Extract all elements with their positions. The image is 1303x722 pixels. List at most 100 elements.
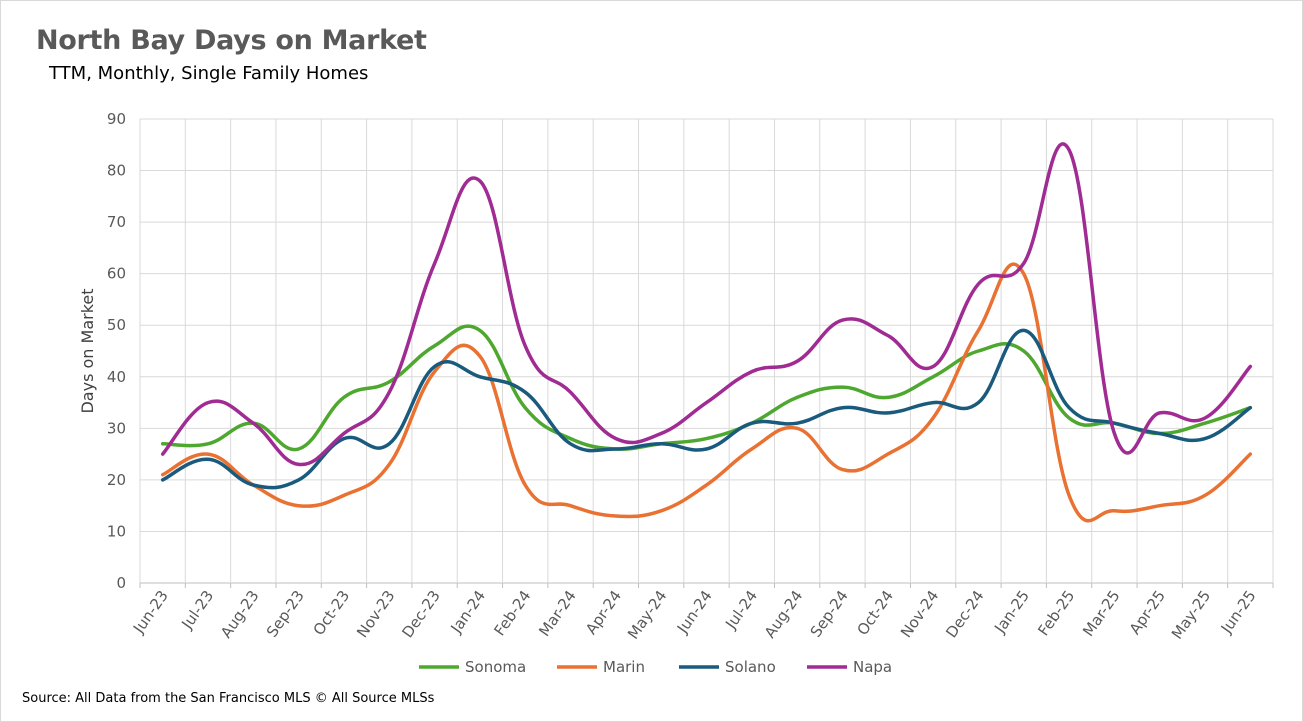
data-point-sonoma	[886, 396, 890, 400]
y-tick-label: 80	[107, 162, 126, 180]
data-point-solano	[206, 457, 210, 461]
data-point-solano	[252, 483, 256, 487]
y-axis-ticks: 0 10 20 30 40 50 60 70 80 90	[107, 110, 126, 592]
data-point-solano	[1249, 406, 1253, 410]
data-point-sonoma	[387, 380, 391, 384]
x-tick-label: Aug-24	[761, 587, 807, 641]
data-point-sonoma	[1203, 421, 1207, 425]
y-tick-label: 70	[107, 213, 126, 231]
data-point-napa	[795, 360, 799, 364]
chart-title: North Bay Days on Market	[36, 25, 427, 56]
x-tick-label: Feb-24	[490, 587, 534, 639]
x-tick-label: Dec-23	[398, 587, 443, 641]
data-point-solano	[161, 478, 165, 482]
data-point-napa	[478, 179, 482, 183]
data-point-marin	[297, 504, 301, 508]
x-tick-label: Feb-25	[1034, 587, 1078, 639]
data-point-solano	[342, 437, 346, 441]
legend: Sonoma Marin Solano Napa	[419, 658, 892, 676]
data-point-sonoma	[523, 406, 527, 410]
legend-label-sonoma: Sonoma	[465, 658, 526, 676]
series-line-sonoma	[160, 324, 1253, 452]
y-tick-label: 20	[107, 471, 126, 489]
data-point-marin	[977, 329, 981, 333]
legend-label-napa: Napa	[853, 658, 892, 676]
x-tick-label: Jan-25	[990, 587, 1033, 637]
data-point-napa	[750, 370, 754, 374]
data-point-sonoma	[569, 437, 573, 441]
x-axis-ticks: Jun-23 Jul-23 Aug-23 Sep-23 Oct-23 Nov-23 Dec-…	[129, 587, 1259, 643]
data-point-napa	[886, 334, 890, 338]
data-point-napa	[1067, 148, 1071, 152]
data-point-solano	[569, 442, 573, 446]
data-point-sonoma	[1067, 416, 1071, 420]
data-point-sonoma	[206, 442, 210, 446]
data-point-solano	[931, 401, 935, 405]
data-point-sonoma	[478, 329, 482, 333]
data-point-marin	[659, 509, 663, 513]
data-point-napa	[161, 452, 165, 456]
data-point-marin	[1113, 509, 1117, 513]
data-point-marin	[433, 370, 437, 374]
data-point-marin	[614, 514, 618, 518]
y-tick-label: 90	[107, 110, 126, 128]
data-point-napa	[569, 390, 573, 394]
data-point-marin	[1249, 452, 1253, 456]
data-point-marin	[886, 452, 890, 456]
data-point-napa	[1249, 365, 1253, 369]
series-line-solano	[160, 328, 1253, 490]
x-tick-label: Apr-25	[1126, 587, 1169, 638]
data-point-napa	[252, 421, 256, 425]
data-point-solano	[1203, 437, 1207, 441]
data-point-solano	[1022, 329, 1026, 333]
data-point-solano	[841, 406, 845, 410]
data-point-marin	[931, 416, 935, 420]
legend-label-solano: Solano	[725, 658, 776, 676]
x-tick-label: Jul-24	[721, 587, 761, 633]
y-tick-label: 0	[116, 574, 126, 592]
x-tick-label: Dec-24	[942, 587, 987, 641]
y-tick-label: 40	[107, 368, 126, 386]
data-point-napa	[614, 437, 618, 441]
data-point-sonoma	[297, 447, 301, 451]
data-point-solano	[750, 421, 754, 425]
x-tick-label: May-25	[1168, 587, 1214, 643]
x-tick-label: Jan-24	[447, 587, 490, 637]
data-point-marin	[841, 468, 845, 472]
series-line-marin	[160, 262, 1253, 523]
data-point-solano	[614, 447, 618, 451]
data-point-marin	[206, 452, 210, 456]
series-lines	[160, 142, 1253, 523]
x-tick-label: Oct-24	[853, 587, 897, 639]
data-point-marin	[342, 494, 346, 498]
data-point-solano	[478, 375, 482, 379]
data-point-marin	[523, 483, 527, 487]
data-point-solano	[1067, 406, 1071, 410]
data-point-marin	[1022, 272, 1026, 276]
data-point-napa	[433, 262, 437, 266]
y-tick-label: 50	[107, 316, 126, 334]
data-point-napa	[206, 401, 210, 405]
x-tick-label: Sep-24	[807, 587, 852, 641]
data-point-sonoma	[705, 437, 709, 441]
x-tick-label: Apr-24	[582, 587, 625, 638]
x-tick-label: Jun-25	[1217, 587, 1260, 637]
data-point-marin	[1158, 504, 1162, 508]
data-point-marin	[1067, 494, 1071, 498]
x-tick-label: Mar-25	[1079, 587, 1123, 640]
data-point-marin	[569, 504, 573, 508]
y-tick-label: 60	[107, 265, 126, 283]
data-point-marin	[161, 473, 165, 477]
x-tick-label: Aug-23	[217, 587, 263, 641]
data-point-marin	[478, 354, 482, 358]
data-point-sonoma	[977, 349, 981, 353]
data-point-napa	[1158, 411, 1162, 415]
y-axis-label: Days on Market	[78, 288, 97, 413]
x-tick-label: Oct-23	[310, 587, 354, 639]
data-point-marin	[705, 483, 709, 487]
data-point-marin	[750, 447, 754, 451]
data-point-napa	[297, 463, 301, 467]
data-point-sonoma	[931, 375, 935, 379]
data-point-napa	[1022, 262, 1026, 266]
